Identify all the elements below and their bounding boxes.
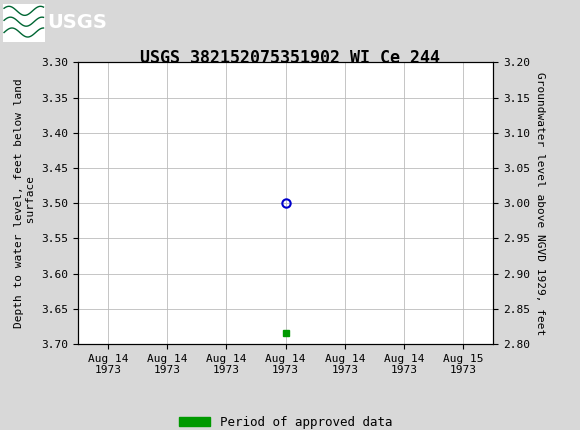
FancyBboxPatch shape — [3, 3, 45, 42]
Text: USGS: USGS — [48, 13, 107, 32]
Text: USGS 382152075351902 WI Ce 244: USGS 382152075351902 WI Ce 244 — [140, 49, 440, 67]
Y-axis label: Groundwater level above NGVD 1929, feet: Groundwater level above NGVD 1929, feet — [535, 71, 545, 335]
Legend: Period of approved data: Period of approved data — [174, 411, 397, 430]
Y-axis label: Depth to water level, feet below land
 surface: Depth to water level, feet below land su… — [14, 78, 36, 328]
